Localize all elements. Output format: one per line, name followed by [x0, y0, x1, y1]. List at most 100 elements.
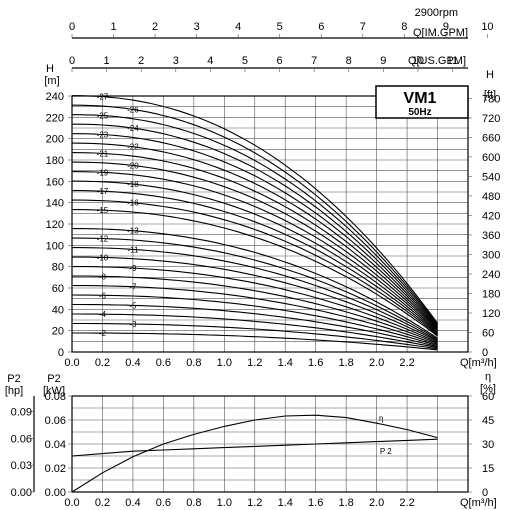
- stage-label: -23: [97, 130, 109, 139]
- x-tick-label: 0.8: [186, 357, 201, 369]
- eff-axis-unit: [%]: [480, 383, 496, 395]
- hp-tick-label: 0.00: [11, 487, 32, 499]
- y-left-axis-label: H: [46, 63, 54, 75]
- y-right-tick-label: 360: [482, 230, 500, 242]
- power-x-axis-label: Q[m³/h]: [460, 497, 497, 509]
- y-left-tick-label: 240: [46, 91, 64, 103]
- eff-tick-label: 0: [482, 487, 488, 499]
- imp-gpm-tick-label: 1: [110, 21, 116, 33]
- stage-curve-25: [72, 114, 438, 326]
- y-right-tick-label: 720: [482, 113, 500, 125]
- imp-gpm-tick-label: 5: [277, 21, 283, 33]
- us-gpm-tick-label: 10: [412, 55, 424, 67]
- stage-label: -21: [97, 149, 109, 158]
- hp-axis-label: P2: [7, 373, 20, 385]
- x-axis-label: Q[m³/h]: [460, 357, 497, 369]
- stage-label: -8: [99, 272, 107, 281]
- title-box: [375, 85, 469, 119]
- kw-tick-label: 0.02: [45, 463, 66, 475]
- kw-tick-label: 0.04: [45, 439, 66, 451]
- y-right-tick-label: 300: [482, 249, 500, 261]
- p2-curve: [71, 438, 438, 457]
- power-x-tick-label: 1.4: [278, 497, 293, 509]
- chart-subtitle: 50Hz: [408, 107, 431, 118]
- stage-label: -15: [97, 206, 109, 215]
- x-tick-label: 0.2: [95, 357, 110, 369]
- us-gpm-tick-label: 8: [346, 55, 352, 67]
- y-right-axis-unit: [ft]: [484, 89, 496, 101]
- stage-curve-10: [72, 256, 438, 342]
- y-right-tick-label: 240: [482, 269, 500, 281]
- kw-axis-unit: [kW]: [43, 385, 65, 397]
- stage-curve-23: [72, 133, 438, 328]
- us-gpm-tick-label: 5: [242, 55, 248, 67]
- y-left-tick-label: 220: [46, 112, 64, 124]
- imp-gpm-tick-label: 7: [360, 21, 366, 33]
- y-right-tick-label: 540: [482, 171, 500, 183]
- x-tick-label: 1.4: [278, 357, 293, 369]
- stage-curve-20: [71, 161, 438, 332]
- power-x-tick-label: 0.0: [64, 497, 79, 509]
- stage-label: -2: [99, 329, 107, 338]
- y-right-axis-label: H: [486, 69, 494, 81]
- stage-label: -6: [99, 291, 107, 300]
- p2-series-label: P 2: [380, 447, 392, 456]
- stage-curve-6: [71, 294, 438, 347]
- us-gpm-tick-label: 6: [276, 55, 282, 67]
- y-left-tick-label: 40: [52, 304, 64, 316]
- y-right-tick-label: 180: [482, 288, 500, 300]
- kw-tick-label: 0.00: [45, 487, 66, 499]
- stage-curve-4: [72, 313, 438, 349]
- y-right-tick-label: 660: [482, 132, 500, 144]
- x-tick-label: 0.4: [125, 357, 140, 369]
- x-tick-label: 1.0: [217, 357, 232, 369]
- stage-label: -3: [129, 320, 137, 329]
- hp-tick-label: 0.06: [11, 433, 32, 445]
- hp-tick-label: 0.03: [11, 460, 32, 472]
- y-left-tick-label: 180: [46, 155, 64, 167]
- stage-curve-13: [72, 228, 438, 339]
- chart-title: VM1: [404, 90, 437, 107]
- stage-curve-19: [71, 171, 438, 333]
- power-x-tick-label: 1.0: [217, 497, 232, 509]
- kw-tick-label: 0.08: [45, 391, 66, 403]
- stage-label: -11: [127, 245, 139, 254]
- stage-curve-22: [71, 142, 438, 329]
- power-x-tick-label: 1.6: [308, 497, 323, 509]
- x-tick-label: 2.0: [369, 357, 384, 369]
- imp-gpm-tick-label: 4: [235, 21, 241, 33]
- y-left-tick-label: 140: [46, 198, 64, 210]
- stage-label: -27: [97, 93, 109, 102]
- stage-curve-8: [72, 275, 438, 345]
- y-left-axis-unit: [m]: [44, 75, 59, 87]
- stage-curve-15: [72, 209, 438, 337]
- stage-label: -9: [129, 264, 137, 273]
- stage-label: -19: [97, 168, 109, 177]
- x-tick-label: 1.2: [247, 357, 262, 369]
- eff-tick-label: 45: [482, 415, 494, 427]
- us-gpm-tick-label: 4: [207, 55, 213, 67]
- stage-label: -25: [97, 112, 109, 121]
- power-x-tick-label: 1.2: [247, 497, 262, 509]
- efficiency-series-label: η: [379, 414, 383, 423]
- y-left-tick-label: 0: [58, 347, 64, 359]
- hp-axis-unit: [hp]: [5, 385, 23, 397]
- kw-axis-label: P2: [47, 373, 60, 385]
- stage-label: -22: [127, 143, 139, 152]
- eff-tick-label: 15: [482, 463, 494, 475]
- hp-tick-label: 0.09: [11, 406, 32, 418]
- stage-curve-2: [72, 332, 438, 351]
- speed-label: 2900rpm: [415, 7, 458, 19]
- stage-label: -26: [127, 105, 139, 114]
- imp-gpm-tick-label: 0: [69, 21, 75, 33]
- eff-axis-label: η: [485, 371, 491, 383]
- stage-label: -5: [129, 301, 137, 310]
- eff-tick-label: 30: [482, 439, 494, 451]
- stage-curve-18: [71, 180, 438, 334]
- y-left-tick-label: 100: [46, 240, 64, 252]
- stage-label: -24: [127, 124, 139, 133]
- y-left-tick-label: 60: [52, 283, 64, 295]
- imp-gpm-tick-label: 10: [481, 21, 493, 33]
